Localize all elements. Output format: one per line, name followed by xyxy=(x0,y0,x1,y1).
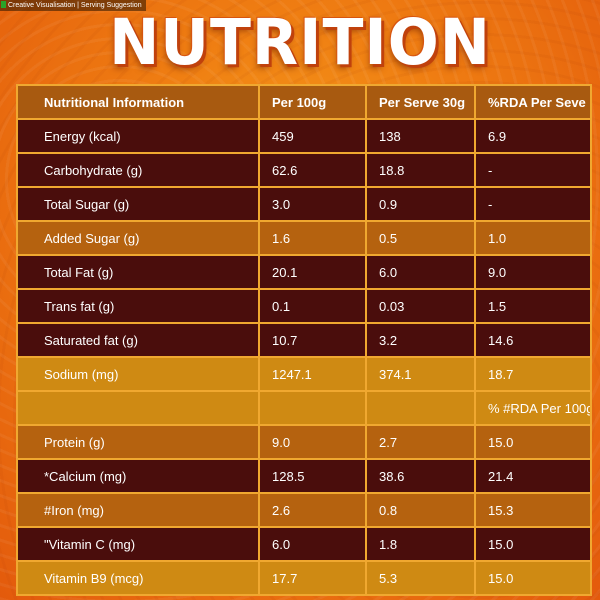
per-serve-cell: 2.7 xyxy=(365,424,476,460)
per-100g-cell: 3.0 xyxy=(258,186,367,222)
per-serve-cell: 0.03 xyxy=(365,288,476,324)
table-row: Saturated fat (g) 10.7 3.2 14.6 xyxy=(16,322,592,358)
nutrient-name-cell: Protein (g) xyxy=(16,424,260,460)
page-title: NUTRITION xyxy=(109,6,491,80)
per-100g-cell: 6.0 xyxy=(258,526,367,562)
nutrient-name-cell: Saturated fat (g) xyxy=(16,322,260,358)
per-serve-cell: 1.8 xyxy=(365,526,476,562)
table-row: Energy (kcal) 459 138 6.9 xyxy=(16,118,592,154)
disclaimer-note: Creative Visualisation | Serving Suggest… xyxy=(0,0,146,11)
rda-cell: 1.0 xyxy=(474,220,592,256)
table-row: % #RDA Per 100g xyxy=(16,390,592,426)
per-100g-cell: 62.6 xyxy=(258,152,367,188)
rda-cell: 18.7 xyxy=(474,356,592,392)
rda-cell: 6.9 xyxy=(474,118,592,154)
rda-cell: 1.5 xyxy=(474,288,592,324)
table-row: Added Sugar (g) 1.6 0.5 1.0 xyxy=(16,220,592,256)
table-row: Sodium (mg) 1247.1 374.1 18.7 xyxy=(16,356,592,392)
table-row: Protein (g) 9.0 2.7 15.0 xyxy=(16,424,592,460)
table-row: *Calcium (mg) 128.5 38.6 21.4 xyxy=(16,458,592,494)
rda-cell: % #RDA Per 100g xyxy=(474,390,592,426)
per-serve-cell: 6.0 xyxy=(365,254,476,290)
rda-cell: 15.0 xyxy=(474,526,592,562)
per-serve-cell: 38.6 xyxy=(365,458,476,494)
nutrition-table: Nutritional Information Per 100g Per Ser… xyxy=(16,84,592,596)
table-row: Total Sugar (g) 3.0 0.9- xyxy=(16,186,592,222)
rda-cell: 15.3 xyxy=(474,492,592,528)
per-100g-cell: 9.0 xyxy=(258,424,367,460)
table-row: Vitamin B9 (mcg) 17.7 5.3 15.0 xyxy=(16,560,592,596)
per-100g-cell: 1247.1 xyxy=(258,356,367,392)
rda-cell: 21.4 xyxy=(474,458,592,494)
header-rda: %RDA Per Seve xyxy=(474,84,592,120)
per-serve-cell: 3.2 xyxy=(365,322,476,358)
per-serve-cell: 138 xyxy=(365,118,476,154)
rda-cell: 9.0 xyxy=(474,254,592,290)
per-serve-cell: 0.9 xyxy=(365,186,476,222)
nutrient-name-cell: "Vitamin C (mg) xyxy=(16,526,260,562)
nutrient-name-cell: Energy (kcal) xyxy=(16,118,260,154)
per-serve-cell: 0.5 xyxy=(365,220,476,256)
per-100g-cell: 17.7 xyxy=(258,560,367,596)
per-100g-cell: 128.5 xyxy=(258,458,367,494)
table-row: Trans fat (g) 0.1 0.03 1.5 xyxy=(16,288,592,324)
nutrient-name-cell: *Calcium (mg) xyxy=(16,458,260,494)
nutrient-name-cell: Total Fat (g) xyxy=(16,254,260,290)
per-100g-cell: 1.6 xyxy=(258,220,367,256)
rda-cell: 15.0 xyxy=(474,560,592,596)
per-100g-cell: 10.7 xyxy=(258,322,367,358)
per-100g-cell xyxy=(258,390,367,426)
per-serve-cell: 374.1 xyxy=(365,356,476,392)
nutrient-name-cell xyxy=(16,390,260,426)
nutrient-name-cell: Added Sugar (g) xyxy=(16,220,260,256)
nutrient-name-cell: Trans fat (g) xyxy=(16,288,260,324)
per-serve-cell: 18.8 xyxy=(365,152,476,188)
table-row: #Iron (mg) 2.6 0.8 15.3 xyxy=(16,492,592,528)
rda-cell: - xyxy=(474,152,592,188)
nutrient-name-cell: Sodium (mg) xyxy=(16,356,260,392)
rda-cell: - xyxy=(474,186,592,222)
header-per-100g: Per 100g xyxy=(258,84,367,120)
header-per-serve: Per Serve 30g xyxy=(365,84,476,120)
header-nutritional-information: Nutritional Information xyxy=(16,84,260,120)
nutrient-name-cell: #Iron (mg) xyxy=(16,492,260,528)
rda-cell: 14.6 xyxy=(474,322,592,358)
nutrient-name-cell: Carbohydrate (g) xyxy=(16,152,260,188)
table-row: "Vitamin C (mg) 6.0 1.8 15.0 xyxy=(16,526,592,562)
per-serve-cell xyxy=(365,390,476,426)
per-100g-cell: 459 xyxy=(258,118,367,154)
rda-cell: 15.0 xyxy=(474,424,592,460)
per-serve-cell: 0.8 xyxy=(365,492,476,528)
table-row: Total Fat (g) 20.1 6.0 9.0 xyxy=(16,254,592,290)
per-100g-cell: 0.1 xyxy=(258,288,367,324)
nutrient-name-cell: Vitamin B9 (mcg) xyxy=(16,560,260,596)
table-header-row: Nutritional Information Per 100g Per Ser… xyxy=(16,84,592,120)
per-100g-cell: 2.6 xyxy=(258,492,367,528)
per-serve-cell: 5.3 xyxy=(365,560,476,596)
table-row: Carbohydrate (g) 62.6 18.8- xyxy=(16,152,592,188)
nutrient-name-cell: Total Sugar (g) xyxy=(16,186,260,222)
per-100g-cell: 20.1 xyxy=(258,254,367,290)
